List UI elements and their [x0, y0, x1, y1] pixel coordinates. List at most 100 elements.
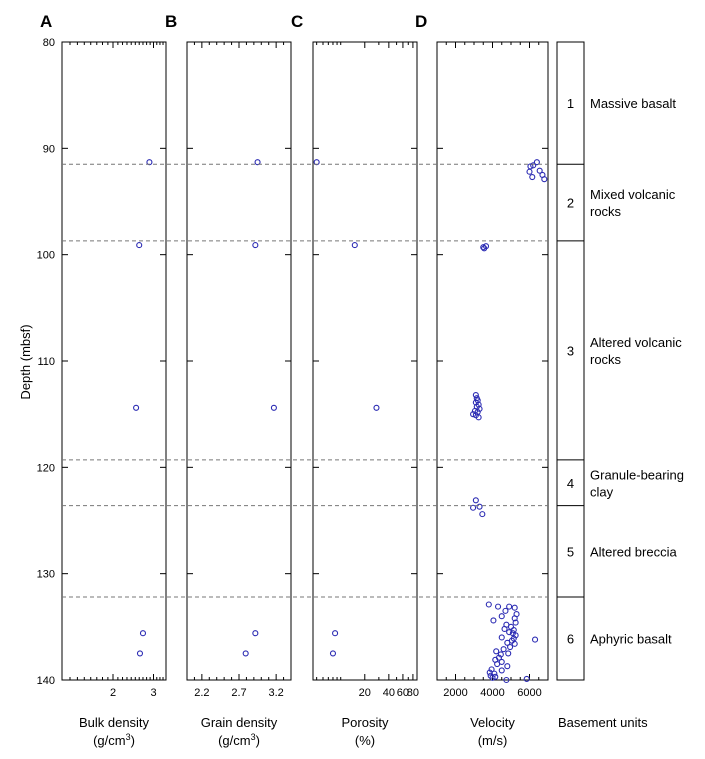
data-point: [252, 630, 259, 637]
unit-number: 2: [567, 196, 574, 211]
unit-name: Massive basalt: [590, 96, 676, 111]
panel-d: D 2000 4000 6000 Velocity (m/s): [415, 12, 549, 748]
data-point: [254, 159, 261, 166]
data-point: [136, 650, 144, 657]
data-point: [498, 613, 505, 620]
x-axis-units: (g/cm3): [218, 732, 260, 748]
data-point: [480, 244, 487, 251]
data-point: [506, 603, 513, 610]
x-axis-label: Velocity: [470, 715, 515, 730]
data-point: [506, 629, 513, 636]
x-tick-label: 60: [397, 687, 409, 699]
depth-tick-label: 100: [37, 250, 55, 262]
x-tick-label: 2.7: [231, 687, 246, 699]
data-point: [504, 639, 511, 646]
data-point: [373, 404, 380, 411]
unit-name: rocks: [590, 352, 622, 367]
panel-letter: C: [291, 12, 303, 31]
basement-units-title: Basement units: [558, 715, 648, 730]
data-point: [470, 411, 477, 418]
data-point: [139, 630, 147, 637]
x-axis-label: Grain density: [201, 715, 278, 730]
x-axis-units: (m/s): [478, 733, 508, 748]
unit-number: 5: [567, 544, 574, 559]
data-point: [511, 640, 518, 647]
data-point: [494, 603, 502, 610]
depth-tick-label: 130: [37, 569, 55, 581]
x-axis-units: (g/cm3): [93, 732, 135, 748]
data-point: [512, 619, 519, 626]
unit-number: 1: [567, 96, 574, 111]
data-point: [329, 650, 337, 657]
data-point: [493, 648, 500, 655]
data-point: [533, 159, 540, 166]
unit-name: Altered volcanic: [590, 335, 682, 350]
x-tick-label: 2: [110, 687, 116, 699]
data-point: [541, 176, 548, 183]
panel-a: A 80 90 100 110 120 130 140 2 3 Bulk density (g/cm3…: [37, 12, 167, 748]
unit-number: 4: [567, 476, 574, 491]
data-point: [507, 643, 514, 651]
data-point: [472, 497, 479, 504]
x-axis-label: Bulk density: [79, 715, 150, 730]
data-point: [505, 650, 512, 657]
data-point: [511, 604, 518, 611]
depth-tick-label: 140: [37, 675, 55, 687]
data-point: [489, 674, 496, 681]
x-tick-label: 40: [383, 687, 395, 699]
x-tick-label: 2000: [443, 687, 467, 699]
data-point: [502, 607, 509, 614]
data-point: [476, 503, 483, 510]
data-point: [133, 404, 140, 411]
x-tick-label: 20: [359, 687, 371, 699]
data-point: [270, 404, 277, 411]
data-point: [529, 173, 536, 181]
depth-tick-label: 80: [43, 37, 55, 49]
x-tick-label: 3.2: [268, 687, 283, 699]
data-point: [351, 242, 358, 249]
data-point: [479, 511, 486, 518]
unit-name: clay: [590, 484, 614, 499]
depth-axis-label: Depth (mbsf): [18, 324, 33, 399]
unit-name: rocks: [590, 204, 622, 219]
data-point: [531, 636, 539, 643]
data-point: [536, 167, 543, 174]
data-point: [523, 675, 530, 682]
data-point: [501, 625, 508, 633]
data-point: [526, 168, 533, 175]
unit-name: Altered breccia: [590, 544, 677, 559]
depth-tick-label: 120: [37, 462, 55, 474]
data-point: [512, 632, 519, 639]
data-point: [500, 646, 507, 653]
panel-letter: D: [415, 12, 427, 31]
x-axis-label: Porosity: [342, 715, 389, 730]
data-point: [511, 615, 518, 622]
plot-frame: [186, 41, 292, 681]
panel-letter: B: [165, 12, 177, 31]
data-point: [481, 245, 488, 252]
data-point: [470, 504, 477, 511]
data-point: [471, 407, 478, 415]
x-axis-units: (%): [355, 733, 375, 748]
unit-name: Granule-bearing: [590, 467, 684, 482]
x-tick-label: 80: [407, 687, 419, 699]
data-point: [503, 676, 510, 684]
data-point: [494, 660, 501, 668]
plot-frame: [436, 41, 549, 681]
data-point: [472, 391, 479, 399]
depth-tick-label: 90: [43, 143, 55, 155]
panel-b: B 2.2 2.7 3.2 Grain density (g/cm3): [165, 12, 292, 748]
x-tick-label: 6000: [517, 687, 541, 699]
data-point: [490, 617, 497, 624]
x-tick-label: 4000: [480, 687, 504, 699]
data-point: [488, 666, 495, 673]
data-point: [492, 673, 499, 680]
plot-frame: [312, 41, 418, 681]
x-tick-label: 2.2: [194, 687, 209, 699]
data-point: [136, 242, 143, 249]
data-point: [497, 651, 504, 658]
data-point: [252, 242, 259, 249]
data-point: [242, 650, 249, 657]
